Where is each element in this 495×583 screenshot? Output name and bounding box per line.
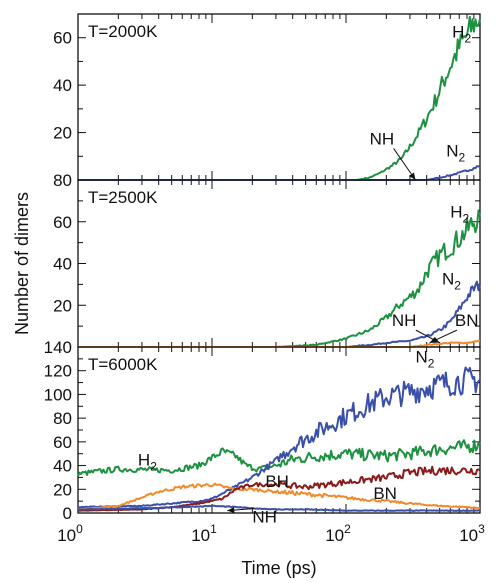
series-line-BN	[78, 339, 481, 348]
series-line-H2	[77, 439, 481, 477]
panel-title: T=2000K	[88, 22, 158, 41]
panel-2: 0 20 40 60 80 100 120 140 T=6000K N2 H2 BH BN NH 100 10…	[44, 338, 485, 545]
series-label-H2: H2	[450, 203, 469, 226]
y-tick-label: 0	[63, 504, 72, 523]
label-arrowhead	[429, 337, 438, 343]
chart-panels: 20 40 60 T=2000K H2 N2 NH 20 40 60 80 T=2500K H2 N2 NH…	[44, 13, 485, 545]
y-tick-label: 100	[44, 385, 72, 404]
x-tick-label: 103	[459, 522, 485, 545]
y-axis-title: Number of dimers	[12, 192, 32, 335]
series-line-H2	[78, 15, 481, 181]
y-tick-label: 40	[53, 76, 72, 95]
x-tick-label: 102	[325, 522, 351, 545]
series-label-NH: NH	[392, 311, 417, 330]
y-tick-label: 20	[53, 124, 72, 143]
panel-title: T=6000K	[88, 355, 158, 374]
x-axis-title: Time (ps)	[241, 558, 316, 578]
series-label-NH: NH	[370, 129, 395, 148]
series-line-N2	[78, 164, 481, 181]
y-tick-label: 40	[53, 255, 72, 274]
panel-title: T=2500K	[88, 188, 158, 207]
y-tick-label: 20	[53, 296, 72, 315]
series-label-BN: BN	[455, 311, 479, 330]
series-line-BN	[77, 482, 481, 511]
label-arrowhead	[409, 172, 416, 180]
label-arrowhead	[227, 507, 235, 514]
y-tick-label: 40	[53, 457, 72, 476]
panel-1: 20 40 60 80 T=2500K H2 N2 NH BN	[53, 171, 481, 348]
y-tick-label: 60	[53, 433, 72, 452]
series-label-N2: N2	[446, 141, 465, 164]
x-tick-label: 101	[191, 522, 217, 545]
series-label-BN: BN	[373, 484, 397, 503]
y-tick-label: 80	[53, 171, 72, 190]
series-label-BH: BH	[265, 472, 289, 491]
series-line-N2	[77, 366, 481, 509]
series-line-NH	[77, 504, 481, 512]
x-tick-label: 100	[57, 522, 83, 545]
panel-0: 20 40 60 T=2000K H2 N2 NH	[53, 13, 481, 181]
y-tick-label: 60	[53, 213, 72, 232]
series-label-H2: H2	[452, 23, 471, 46]
y-tick-label: 80	[53, 409, 72, 428]
y-tick-label: 20	[53, 480, 72, 499]
series-label-H2: H2	[138, 451, 157, 474]
y-tick-label: 140	[44, 338, 72, 357]
series-label-N2: N2	[442, 269, 461, 292]
series-line-H2	[78, 209, 481, 348]
y-tick-label: 120	[44, 362, 72, 381]
series-label-N2: N2	[415, 347, 434, 370]
series-label-NH: NH	[252, 507, 277, 526]
y-tick-label: 60	[53, 29, 72, 48]
